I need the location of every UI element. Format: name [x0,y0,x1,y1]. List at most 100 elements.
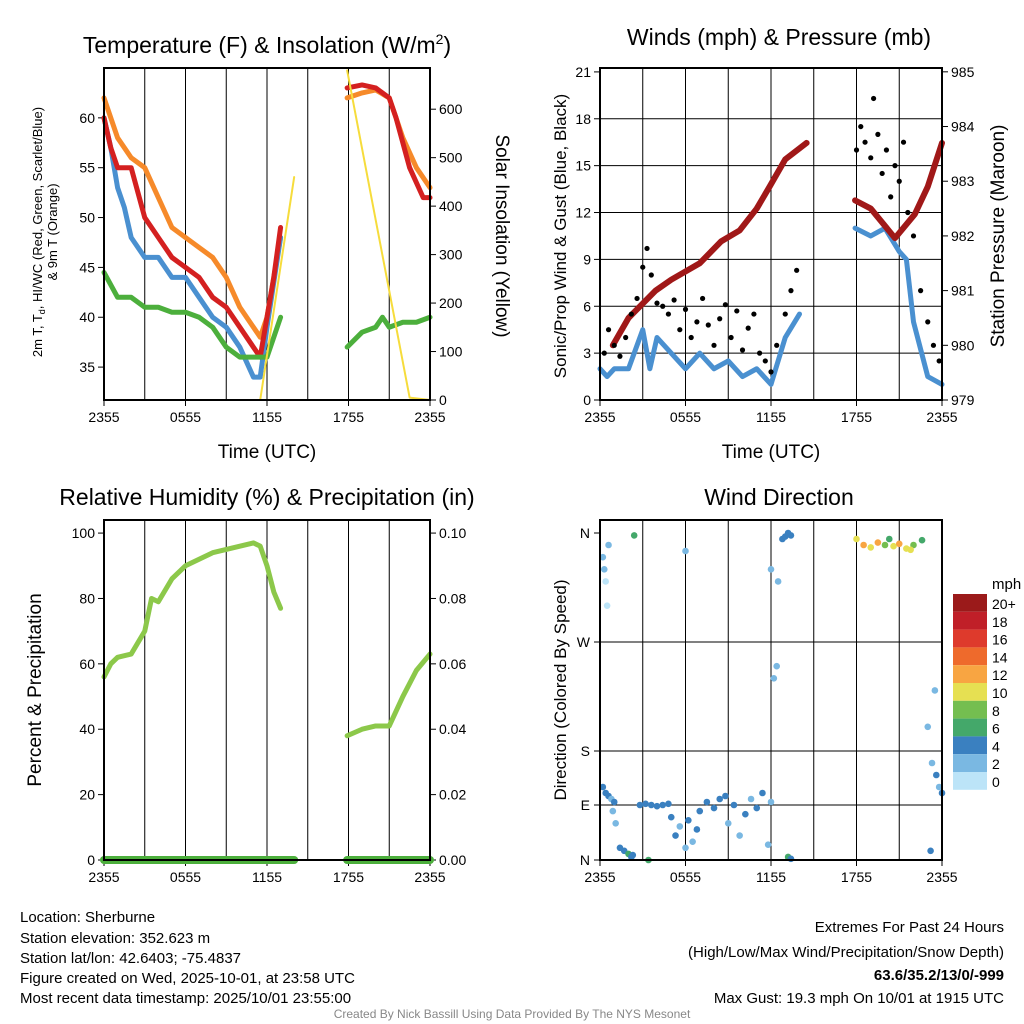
direction-point [764,841,772,849]
gust-point [648,272,654,278]
direction-ytick-label: S [581,743,590,759]
wind-ytick-right-label: 985 [951,64,975,80]
gust-point [700,295,706,302]
temp-series-td [101,269,284,360]
wind-series-pressure [852,139,945,242]
colorbar-label: 10 [992,685,1008,701]
direction-point [931,687,939,694]
latlon-text: Station lat/lon: 42.6403; -75.4837 [20,950,241,967]
rh-ytick-label: 100 [72,525,96,541]
direction-point [935,783,943,791]
colorbar-label: 2 [992,756,1000,772]
temp-series-9m-t [101,95,284,340]
gust-point [774,342,780,348]
temp-ytick-label: 50 [79,210,95,226]
gust-point [892,163,898,169]
direction-point [710,804,718,812]
wind-x-label: Time (UTC) [722,442,821,463]
wind-series-pressure [609,139,810,349]
wind-frame [599,67,943,401]
rh-xtick-label: 2355 [88,869,119,885]
direction-point [630,532,638,539]
direction-point [609,807,617,815]
wind-xtick-label: 0555 [670,409,701,425]
gust-point [883,147,890,153]
temp-xtick-label: 2355 [88,409,119,425]
rh-y-label: Percent & Precipitation [25,593,46,786]
gust-point [782,311,788,317]
created-text: Figure created on Wed, 2025-10-01, at 23… [20,970,355,987]
temp-plot: 2355 0555 1155 1755 235535404550556001002003… [79,67,463,425]
rh-series-rh [101,540,284,680]
direction-frame [599,519,943,861]
direction-point [682,844,689,852]
direction-point [895,540,903,548]
gust-point [634,295,640,302]
direction-point [890,542,897,550]
rh-ytick-label: 40 [79,721,95,737]
direction-point [885,535,893,543]
location-text: Location: Sherburne [20,909,155,926]
colorbar-title: mph [992,576,1021,593]
rh-ytick-label: 60 [79,656,95,672]
colorbar-label: 14 [992,649,1008,665]
gust-point [694,319,700,325]
temp-xtick-label: 1155 [252,409,282,425]
direction-point [736,832,743,839]
wind-ytick-label: 9 [583,251,591,267]
wind-series-wind [852,225,945,387]
gust-point [930,342,937,348]
temp-y-label: 2m T, Td, HI/WC (Red, Green, Scarlet/Blu… [30,107,47,357]
direction-point [667,813,675,821]
rh-xtick-label: 1755 [333,869,364,885]
wind-series-wind [597,311,802,387]
direction-point [933,771,940,779]
colorbar-bin [953,629,987,648]
direction-point [787,855,795,863]
gust-point [762,358,768,364]
temp-panel-title: Temperature (F) & Insolation (W/m2) [83,31,451,58]
rh-series-rh [344,651,433,739]
colorbar-bin [953,718,987,737]
gust-point [751,311,757,317]
gust-point [875,131,881,137]
temp-series-2m-t [101,115,284,360]
direction-xtick-label: 2355 [584,869,615,885]
colorbar-label: 8 [992,703,1000,719]
gust-point [936,358,942,364]
gust-point [705,322,711,328]
direction-point [599,553,607,561]
wind-ytick-label: 21 [575,64,591,80]
gust-point [757,350,763,356]
insolation-y-label: Solar Insolation (Yellow) [491,134,512,337]
rh-xtick-label: 2355 [414,869,445,885]
temp-ytick-label: 45 [79,259,95,275]
direction-point [730,801,738,809]
temp-ytick-right-label: 100 [439,344,463,360]
gust-point [768,369,774,375]
temp-ytick-label: 55 [79,160,95,176]
direction-point [774,578,782,585]
wind-y-label: Sonic/Prop Wind & Gust (Blue, Black) [551,94,570,378]
wind-xtick-label: 2355 [584,409,615,425]
gust-point [853,147,860,153]
gust-point [896,178,902,184]
pressure-y-label: Station Pressure (Maroon) [988,125,1009,348]
rh-ytick-right-label: 0.02 [439,787,466,803]
temp-series-insolation [346,69,431,401]
direction-point [753,804,761,812]
gust-point [879,170,885,177]
wind-ytick-right-label: 984 [951,119,975,135]
direction-point [696,807,704,815]
gust-point [905,209,911,216]
rh-ytick-right-label: 0.04 [439,721,466,737]
direction-point [853,535,860,543]
direction-point [742,810,749,818]
gust-point [711,342,717,348]
direction-point [867,544,875,551]
temp-ytick-right-label: 400 [439,198,463,214]
temp-ytick-label: 40 [79,309,95,325]
